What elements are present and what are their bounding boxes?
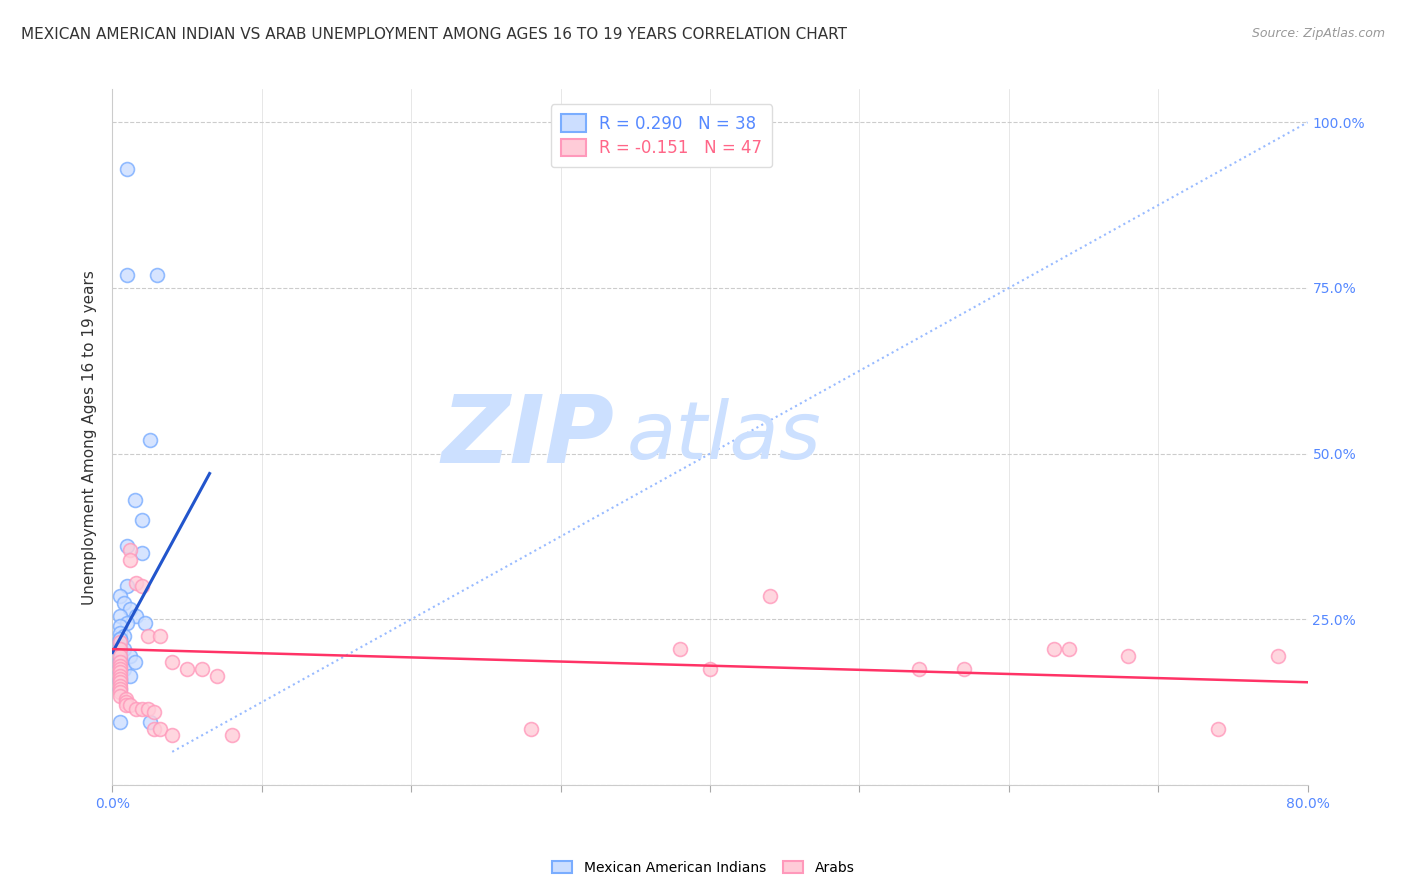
Point [108, 658, 131, 673]
Point [108, 658, 131, 673]
Point [149, 629, 172, 643]
Point [108, 689, 131, 703]
Legend: Mexican American Indians, Arabs: Mexican American Indians, Arabs [546, 855, 860, 880]
Point [520, 722, 543, 736]
Point [125, 575, 148, 590]
Point [146, 268, 169, 282]
Point [908, 662, 931, 676]
Point [125, 609, 148, 624]
Text: MEXICAN AMERICAN INDIAN VS ARAB UNEMPLOYMENT AMONG AGES 16 TO 19 YEARS CORRELATI: MEXICAN AMERICAN INDIAN VS ARAB UNEMPLOY… [21, 27, 846, 42]
Point [108, 665, 131, 680]
Point [108, 668, 131, 682]
Point [759, 589, 782, 603]
Point [108, 681, 131, 696]
Point [1118, 648, 1140, 663]
Point [669, 642, 692, 657]
Point [143, 722, 166, 736]
Point [125, 702, 148, 716]
Point [176, 662, 198, 676]
Point [124, 493, 146, 508]
Point [1206, 722, 1229, 736]
Point [108, 675, 131, 690]
Point [120, 542, 142, 557]
Point [108, 685, 131, 699]
Point [1267, 648, 1289, 663]
Point [114, 629, 135, 643]
Point [117, 161, 139, 176]
Point [115, 691, 138, 706]
Point [124, 656, 146, 670]
Point [108, 648, 131, 663]
Point [131, 513, 153, 527]
Point [108, 672, 131, 686]
Point [108, 679, 131, 693]
Point [108, 656, 131, 670]
Point [699, 662, 721, 676]
Point [108, 639, 131, 653]
Point [108, 714, 131, 729]
Point [134, 615, 156, 630]
Point [221, 728, 243, 742]
Point [117, 615, 139, 630]
Point [138, 629, 160, 643]
Point [108, 632, 131, 647]
Point [149, 722, 172, 736]
Point [117, 579, 139, 593]
Point [108, 635, 131, 649]
Point [131, 702, 153, 716]
Point [108, 681, 131, 696]
Point [108, 632, 131, 647]
Point [120, 698, 142, 713]
Point [1057, 642, 1080, 657]
Point [120, 668, 142, 682]
Point [108, 645, 131, 659]
Point [120, 552, 142, 566]
Point [108, 625, 131, 640]
Point [139, 714, 162, 729]
Point [108, 642, 131, 657]
Point [131, 546, 153, 560]
Point [115, 695, 138, 709]
Y-axis label: Unemployment Among Ages 16 to 19 years: Unemployment Among Ages 16 to 19 years [82, 269, 97, 605]
Point [108, 609, 131, 624]
Point [114, 662, 135, 676]
Legend: R = 0.290   N = 38, R = -0.151   N = 47: R = 0.290 N = 38, R = -0.151 N = 47 [551, 104, 772, 168]
Point [143, 705, 166, 719]
Point [108, 635, 131, 649]
Point [131, 579, 153, 593]
Point [108, 665, 131, 680]
Text: ZIP: ZIP [441, 391, 614, 483]
Point [191, 662, 214, 676]
Point [953, 662, 976, 676]
Point [108, 589, 131, 603]
Point [138, 702, 160, 716]
Point [117, 268, 139, 282]
Point [114, 642, 135, 657]
Point [114, 596, 135, 610]
Point [108, 672, 131, 686]
Point [108, 662, 131, 676]
Point [205, 668, 228, 682]
Point [162, 656, 183, 670]
Point [117, 540, 139, 554]
Text: Source: ZipAtlas.com: Source: ZipAtlas.com [1251, 27, 1385, 40]
Point [108, 619, 131, 633]
Point [162, 728, 183, 742]
Point [139, 434, 162, 448]
Text: atlas: atlas [627, 398, 821, 476]
Point [120, 602, 142, 616]
Point [115, 698, 138, 713]
Point [108, 675, 131, 690]
Point [108, 656, 131, 670]
Point [108, 652, 131, 666]
Point [1042, 642, 1064, 657]
Point [120, 648, 142, 663]
